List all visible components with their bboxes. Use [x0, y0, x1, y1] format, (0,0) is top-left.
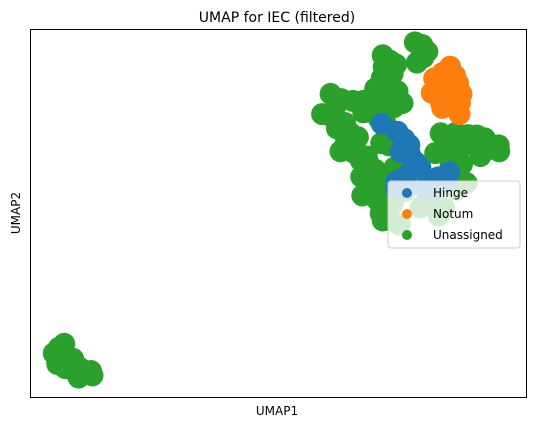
legend-marker-unassigned: [402, 230, 412, 240]
legend: Hinge Notum Unassigned: [387, 180, 521, 249]
point-unassigned: [405, 51, 428, 74]
legend-label-notum: Notum: [433, 207, 473, 221]
legend-label-hinge: Hinge: [433, 186, 468, 200]
point-unassigned: [469, 145, 492, 168]
x-axis-label: UMAP1: [256, 404, 298, 418]
legend-box: [387, 180, 521, 249]
point-unassigned: [424, 142, 447, 165]
chart-title: UMAP for IEC (filtered): [199, 10, 355, 26]
point-unassigned: [56, 349, 79, 372]
point-unassigned: [369, 192, 392, 215]
point-notum: [449, 91, 471, 114]
plot-frame: [30, 29, 527, 398]
point-unassigned: [81, 364, 104, 387]
legend-label-unassigned: Unassigned: [433, 228, 503, 242]
legend-marker-notum: [402, 209, 412, 219]
legend-marker-hinge: [402, 188, 412, 198]
point-unassigned: [488, 140, 511, 163]
point-notum: [436, 77, 459, 100]
series-notum: [420, 55, 473, 126]
y-axis-label: UMAP2: [9, 192, 23, 234]
